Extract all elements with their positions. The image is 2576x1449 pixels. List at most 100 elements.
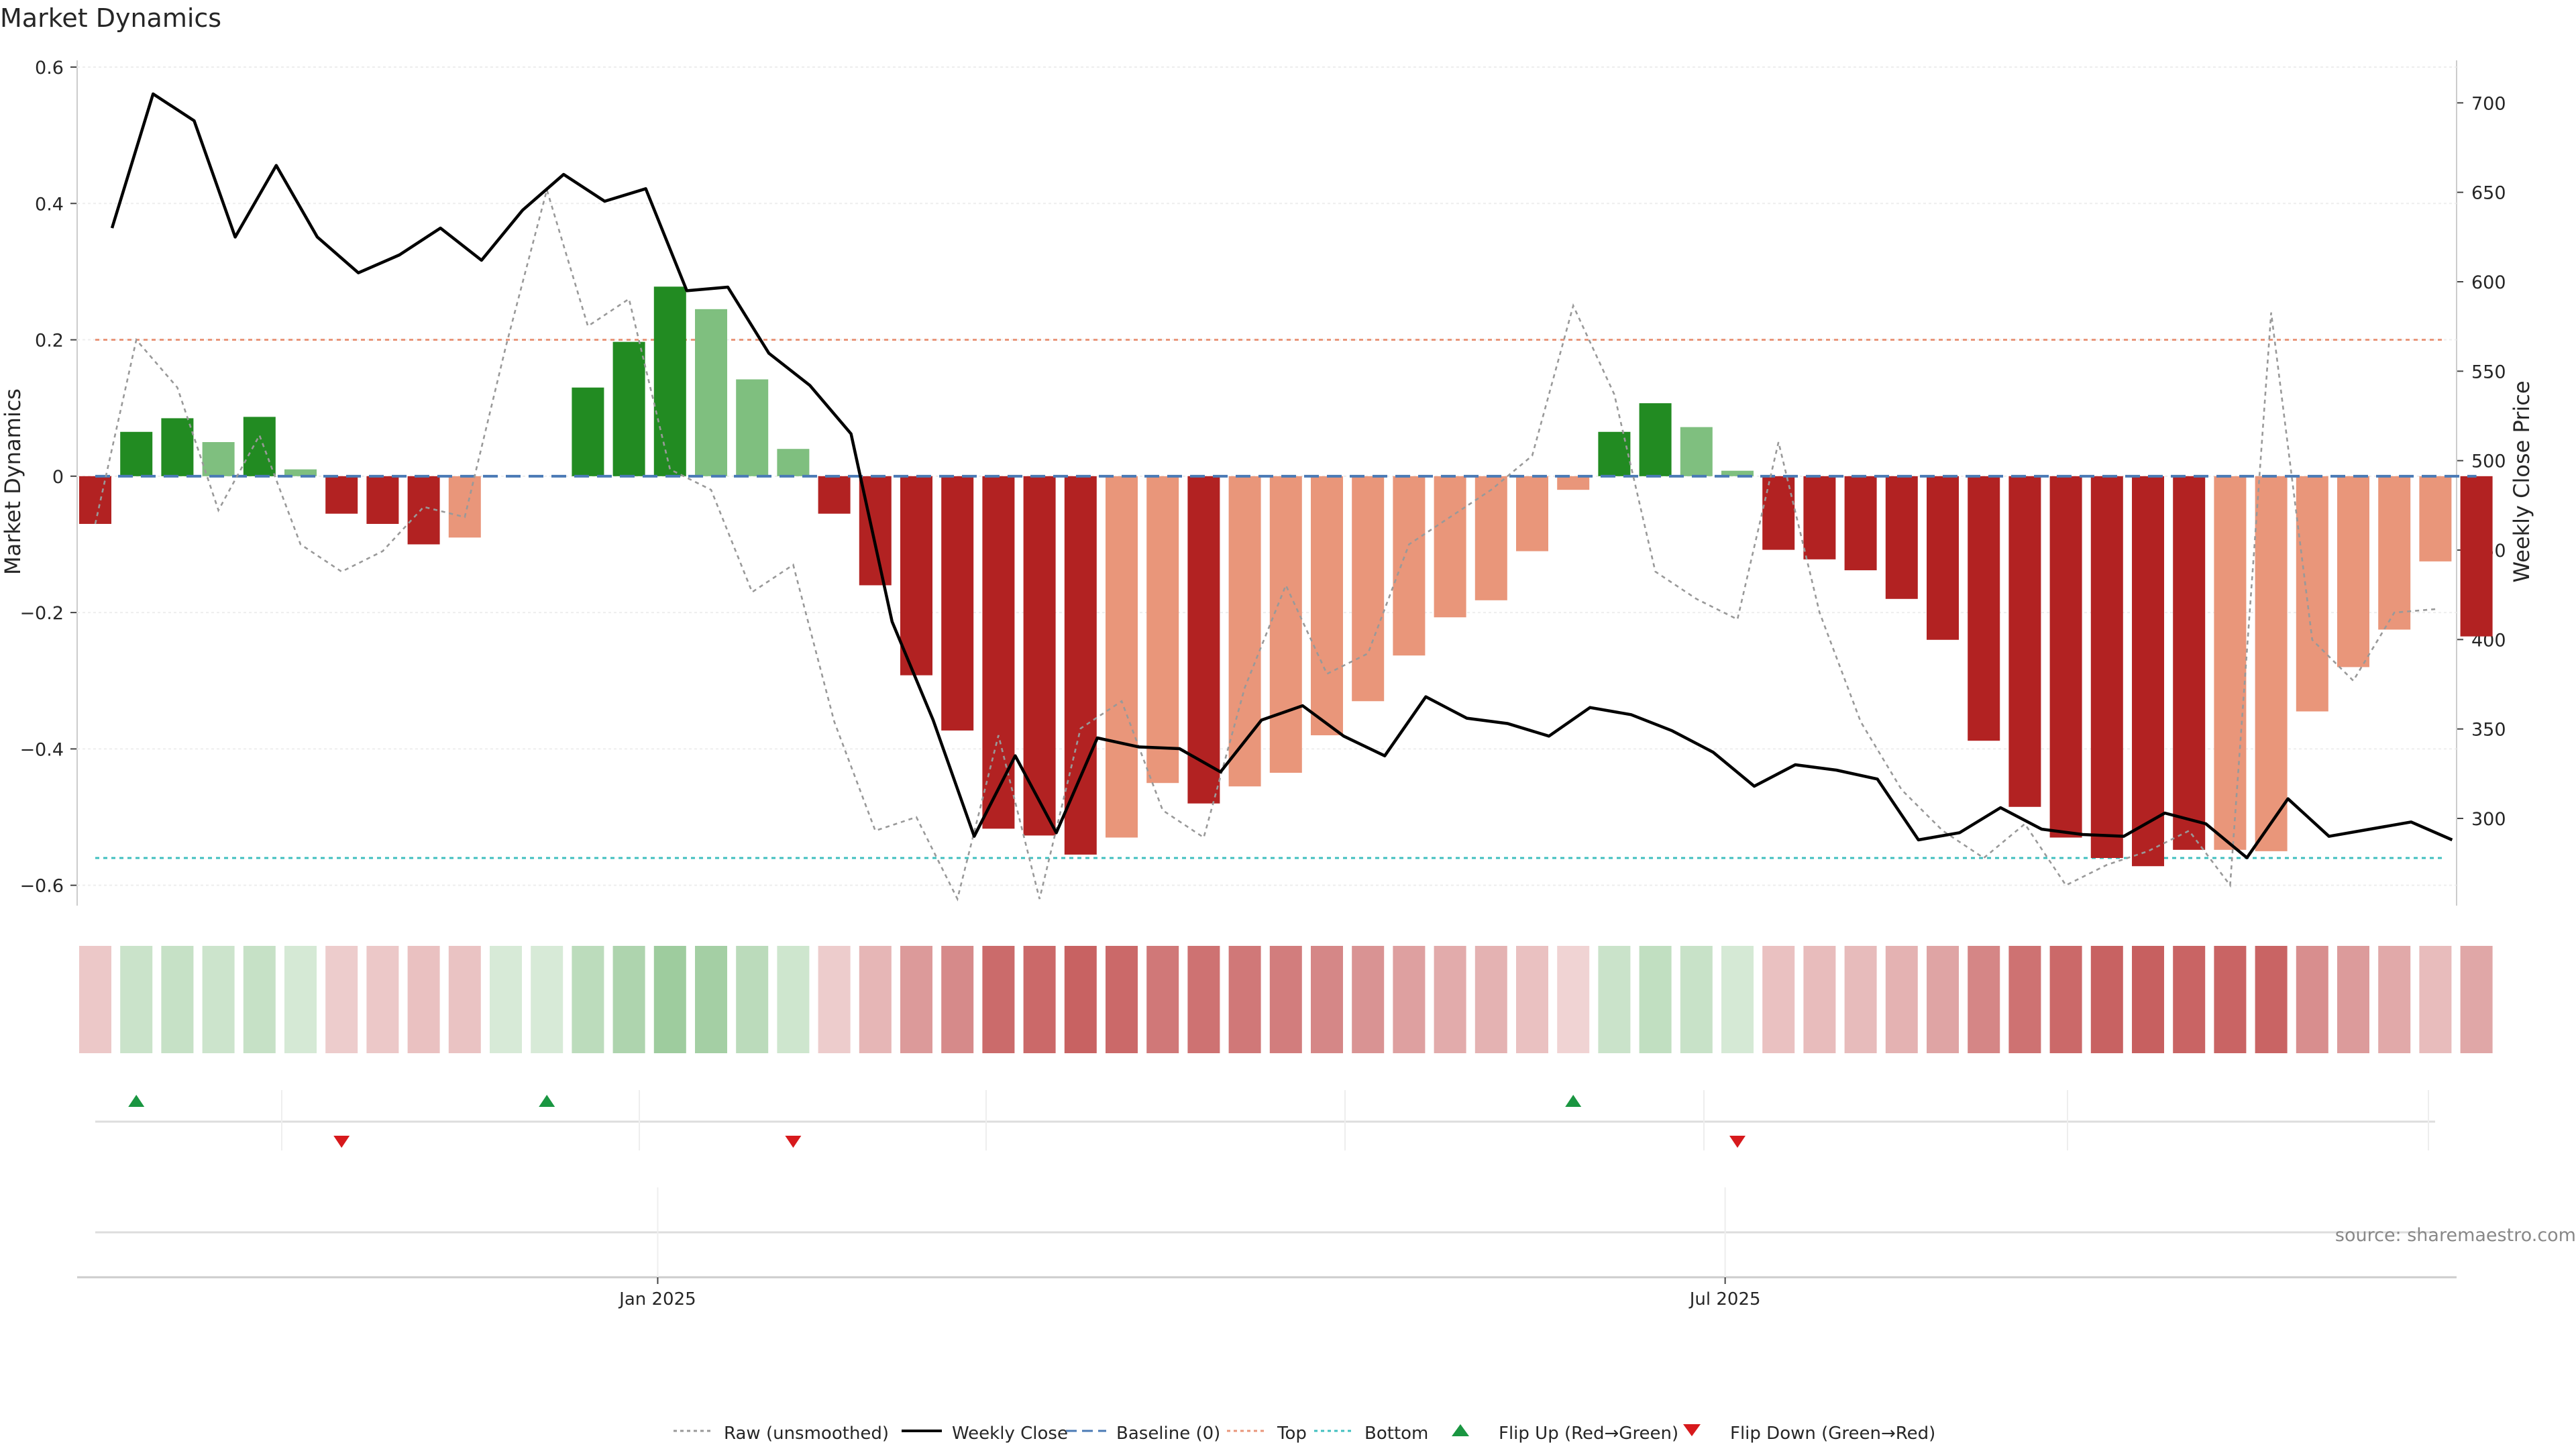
momentum-bar bbox=[1434, 476, 1466, 618]
heat-cell bbox=[777, 946, 810, 1053]
flip-up-marker bbox=[1565, 1095, 1582, 1107]
momentum-bar bbox=[2378, 476, 2411, 630]
momentum-bar bbox=[1803, 476, 1836, 559]
legend-label: Weekly Close bbox=[952, 1424, 1068, 1444]
heat-cell bbox=[1474, 946, 1507, 1053]
heat-cell bbox=[941, 946, 974, 1053]
legend-label: Top bbox=[1277, 1424, 1307, 1444]
momentum-bar bbox=[1064, 476, 1097, 855]
momentum-bar bbox=[1598, 431, 1631, 476]
y2-tick-label: 600 bbox=[2471, 272, 2506, 293]
heat-cell bbox=[202, 946, 235, 1053]
legend-entry: Flip Down (Green→Red) bbox=[1683, 1424, 1935, 1444]
heat-cell bbox=[531, 946, 564, 1053]
heat-cell bbox=[325, 946, 358, 1053]
momentum-bar bbox=[2090, 476, 2123, 859]
flip-down-marker bbox=[1729, 1136, 1746, 1148]
heat-cell bbox=[366, 946, 399, 1053]
momentum-bar bbox=[2460, 476, 2493, 637]
raw-series-line bbox=[94, 186, 2436, 902]
heat-cell bbox=[1106, 946, 1138, 1053]
momentum-bar bbox=[2173, 476, 2206, 850]
flip-down-marker bbox=[785, 1136, 802, 1148]
heat-cell bbox=[2460, 946, 2493, 1053]
legend-label: Flip Up (Red→Green) bbox=[1499, 1424, 1678, 1444]
momentum-bar bbox=[2008, 476, 2041, 807]
momentum-bar bbox=[2337, 476, 2369, 667]
heat-cell bbox=[161, 946, 194, 1053]
flip-panel bbox=[95, 1090, 2435, 1150]
momentum-bar bbox=[653, 286, 686, 476]
legend-entry: Baseline (0) bbox=[1066, 1424, 1220, 1444]
heat-strip bbox=[79, 946, 2493, 1053]
heat-cell bbox=[2049, 946, 2082, 1053]
momentum-bar bbox=[736, 379, 769, 476]
heat-cell bbox=[1269, 946, 1302, 1053]
heat-cell bbox=[2132, 946, 2164, 1053]
heat-cell bbox=[2255, 946, 2288, 1053]
y-tick-label: 0.6 bbox=[35, 58, 64, 78]
y-axis-label: Market Dynamics bbox=[0, 388, 25, 575]
momentum-bars bbox=[79, 286, 2493, 867]
heat-cell bbox=[2296, 946, 2328, 1053]
heat-cell bbox=[695, 946, 727, 1053]
heat-cell bbox=[2008, 946, 2041, 1053]
heat-cell bbox=[1885, 946, 1918, 1053]
momentum-bar bbox=[1269, 476, 1302, 773]
heat-cell bbox=[736, 946, 769, 1053]
y-tick-label: 0.4 bbox=[35, 194, 64, 215]
chart-title: Market Dynamics bbox=[0, 3, 221, 33]
momentum-bar bbox=[366, 476, 399, 524]
heat-cell bbox=[407, 946, 440, 1053]
heat-cell bbox=[1803, 946, 1836, 1053]
legend-label: Raw (unsmoothed) bbox=[724, 1424, 889, 1444]
momentum-bar bbox=[1927, 476, 1959, 640]
heat-cell bbox=[2337, 946, 2369, 1053]
heat-cell bbox=[1968, 946, 2000, 1053]
momentum-bar bbox=[120, 431, 153, 476]
y-axis-left: 0.6 0.4 0.2 0 −0.2 −0.4 −0.6 bbox=[19, 58, 78, 906]
heat-cell bbox=[1721, 946, 1754, 1053]
heat-cell bbox=[1762, 946, 1795, 1053]
legend-entry: Flip Up (Red→Green) bbox=[1452, 1424, 1678, 1444]
legend: Raw (unsmoothed) Weekly Close Baseline (0)… bbox=[674, 1424, 1935, 1444]
heat-cell bbox=[1023, 946, 1056, 1053]
heat-cell bbox=[612, 946, 645, 1053]
source-text: source: sharemaestro.com bbox=[2335, 1225, 2576, 1246]
y-tick-label: −0.4 bbox=[19, 739, 64, 760]
momentum-bar bbox=[1146, 476, 1179, 784]
heat-cell bbox=[79, 946, 111, 1053]
flip-up-marker bbox=[539, 1095, 555, 1107]
heat-cell bbox=[1927, 946, 1959, 1053]
heat-cell bbox=[1146, 946, 1179, 1053]
heat-cell bbox=[120, 946, 153, 1053]
y2-axis-label: Weekly Close Price bbox=[2509, 380, 2534, 582]
momentum-bar bbox=[777, 449, 810, 476]
legend-entry: Raw (unsmoothed) bbox=[674, 1424, 889, 1444]
momentum-bar bbox=[1885, 476, 1918, 599]
momentum-bar bbox=[818, 476, 851, 514]
momentum-bar bbox=[982, 476, 1015, 829]
momentum-bar bbox=[1106, 476, 1138, 838]
momentum-bar bbox=[1352, 476, 1385, 702]
heat-cell bbox=[1352, 946, 1385, 1053]
momentum-bar bbox=[1023, 476, 1056, 836]
momentum-bar bbox=[1474, 476, 1507, 600]
heat-cell bbox=[859, 946, 892, 1053]
momentum-bar bbox=[1557, 476, 1590, 490]
heat-cell bbox=[284, 946, 317, 1053]
momentum-bar bbox=[2296, 476, 2328, 712]
heat-cell bbox=[1680, 946, 1713, 1053]
heat-cell bbox=[982, 946, 1015, 1053]
heat-cell bbox=[572, 946, 604, 1053]
y-tick-label: −0.2 bbox=[19, 603, 64, 624]
heat-cell bbox=[2173, 946, 2206, 1053]
momentum-bar bbox=[202, 442, 235, 476]
heat-cell bbox=[1064, 946, 1097, 1053]
heat-cell bbox=[2090, 946, 2123, 1053]
heat-cell bbox=[1516, 946, 1548, 1053]
y2-tick-label: 650 bbox=[2471, 183, 2506, 204]
momentum-bar bbox=[572, 387, 604, 476]
momentum-bar bbox=[325, 476, 358, 514]
